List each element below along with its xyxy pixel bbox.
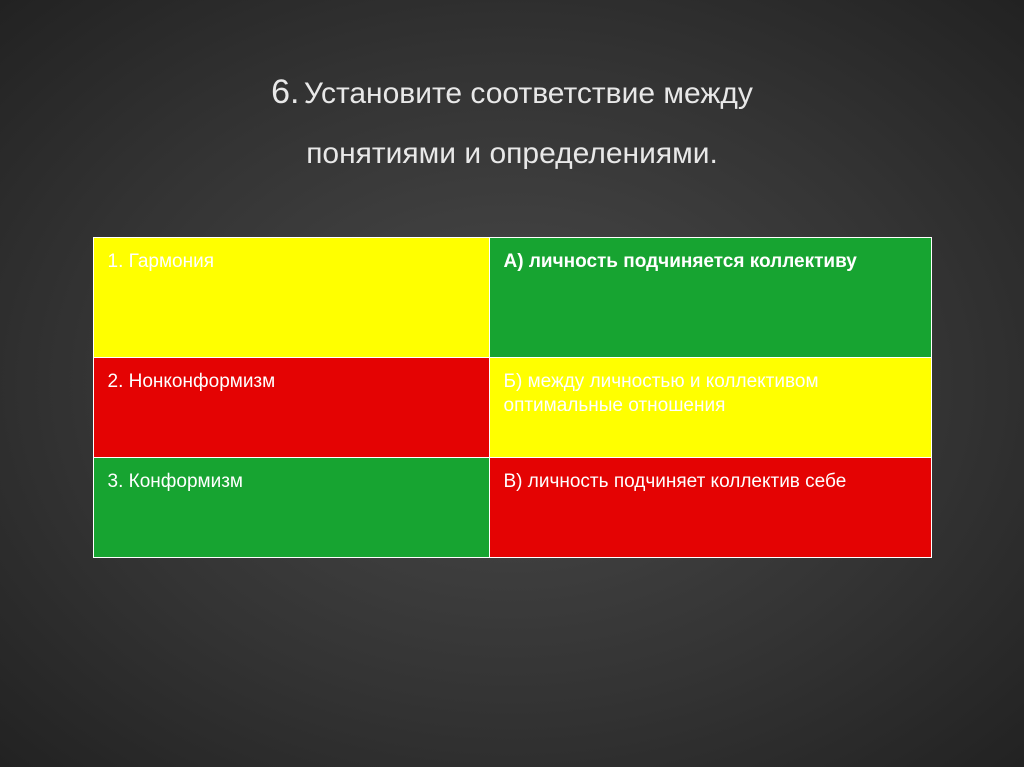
table-row: 2. Нонконформизм Б) между личностью и ко… (93, 357, 931, 457)
definition-cell-v: В) личность подчиняет коллектив себе (489, 457, 931, 557)
concept-cell-1: 1. Гармония (93, 237, 489, 357)
title-number: 6. (271, 73, 299, 111)
slide-title: 6. Установите соответствие между понятия… (80, 60, 944, 182)
table-row: 1. Гармония А) личность подчиняется колл… (93, 237, 931, 357)
title-line2: понятиями и определениями. (80, 125, 944, 182)
concept-cell-2: 2. Нонконформизм (93, 357, 489, 457)
matching-table: 1. Гармония А) личность подчиняется колл… (93, 237, 932, 558)
concept-cell-3: 3. Конформизм (93, 457, 489, 557)
definition-cell-a: А) личность подчиняется коллективу (489, 237, 931, 357)
definition-cell-b: Б) между личностью и коллективом оптимал… (489, 357, 931, 457)
title-line1: Установите соответствие между (304, 77, 753, 110)
slide: 6. Установите соответствие между понятия… (0, 0, 1024, 767)
table-row: 3. Конформизм В) личность подчиняет колл… (93, 457, 931, 557)
